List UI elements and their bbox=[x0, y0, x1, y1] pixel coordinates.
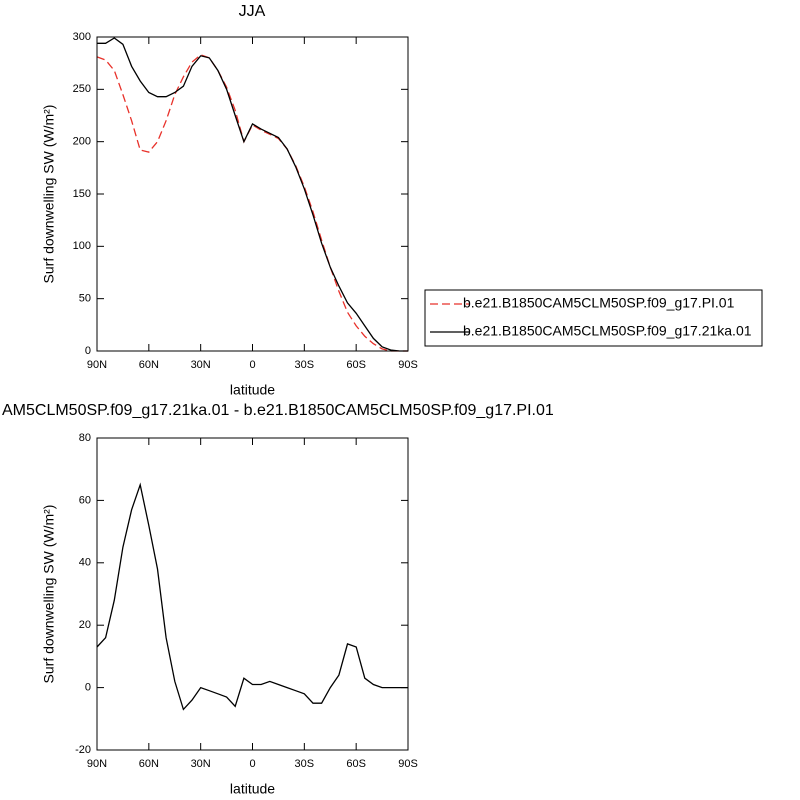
x-tick-label: 90N bbox=[87, 758, 107, 770]
data-line bbox=[96, 54, 408, 352]
x-tick-label: 60N bbox=[139, 758, 159, 770]
y-tick-label: 0 bbox=[85, 682, 91, 694]
x-tick-label: 0 bbox=[249, 359, 255, 371]
legend-label: b.e21.B1850CAM5CLM50SP.f09_g17.21ka.01 bbox=[463, 323, 752, 339]
y-tick-label: 250 bbox=[73, 83, 91, 95]
x-tick-label: 30N bbox=[191, 359, 211, 371]
x-tick-label: 30S bbox=[295, 359, 315, 371]
y-tick-label: 60 bbox=[79, 494, 91, 506]
y-tick-label: 0 bbox=[85, 345, 91, 357]
y-tick-label: 200 bbox=[73, 136, 91, 148]
y-tick-label: 300 bbox=[73, 31, 91, 43]
data-line bbox=[96, 482, 408, 711]
y-tick-label: 20 bbox=[79, 619, 91, 631]
y-axis-label: Surf downwelling SW (W/m²) bbox=[41, 105, 57, 284]
x-tick-label: 30N bbox=[191, 758, 211, 770]
x-tick-label: 30S bbox=[295, 758, 315, 770]
x-axis-label: latitude bbox=[230, 382, 275, 398]
legend-label: b.e21.B1850CAM5CLM50SP.f09_g17.PI.01 bbox=[463, 295, 735, 311]
y-tick-label: 150 bbox=[73, 188, 91, 200]
y-axis-label: Surf downwelling SW (W/m²) bbox=[41, 505, 57, 684]
x-tick-label: 60S bbox=[346, 758, 366, 770]
y-tick-label: -20 bbox=[75, 744, 91, 756]
x-tick-label: 90N bbox=[87, 359, 107, 371]
x-tick-label: 60N bbox=[139, 359, 159, 371]
y-tick-label: 40 bbox=[79, 557, 91, 569]
x-tick-label: 90S bbox=[398, 359, 418, 371]
legend-box bbox=[424, 289, 763, 347]
plot-frame bbox=[96, 36, 409, 352]
x-tick-label: 60S bbox=[346, 359, 366, 371]
x-axis-label: latitude bbox=[230, 781, 275, 797]
chart-title: JJA bbox=[239, 3, 266, 20]
plot-frame bbox=[96, 437, 409, 751]
data-line bbox=[97, 37, 408, 352]
y-tick-label: 80 bbox=[79, 432, 91, 444]
y-tick-label: 100 bbox=[73, 240, 91, 252]
x-tick-label: 0 bbox=[249, 758, 255, 770]
chart-title: AM5CLM50SP.f09_g17.21ka.01 - b.e21.B1850… bbox=[2, 402, 554, 419]
x-tick-label: 90S bbox=[398, 758, 418, 770]
y-tick-label: 50 bbox=[79, 293, 91, 305]
